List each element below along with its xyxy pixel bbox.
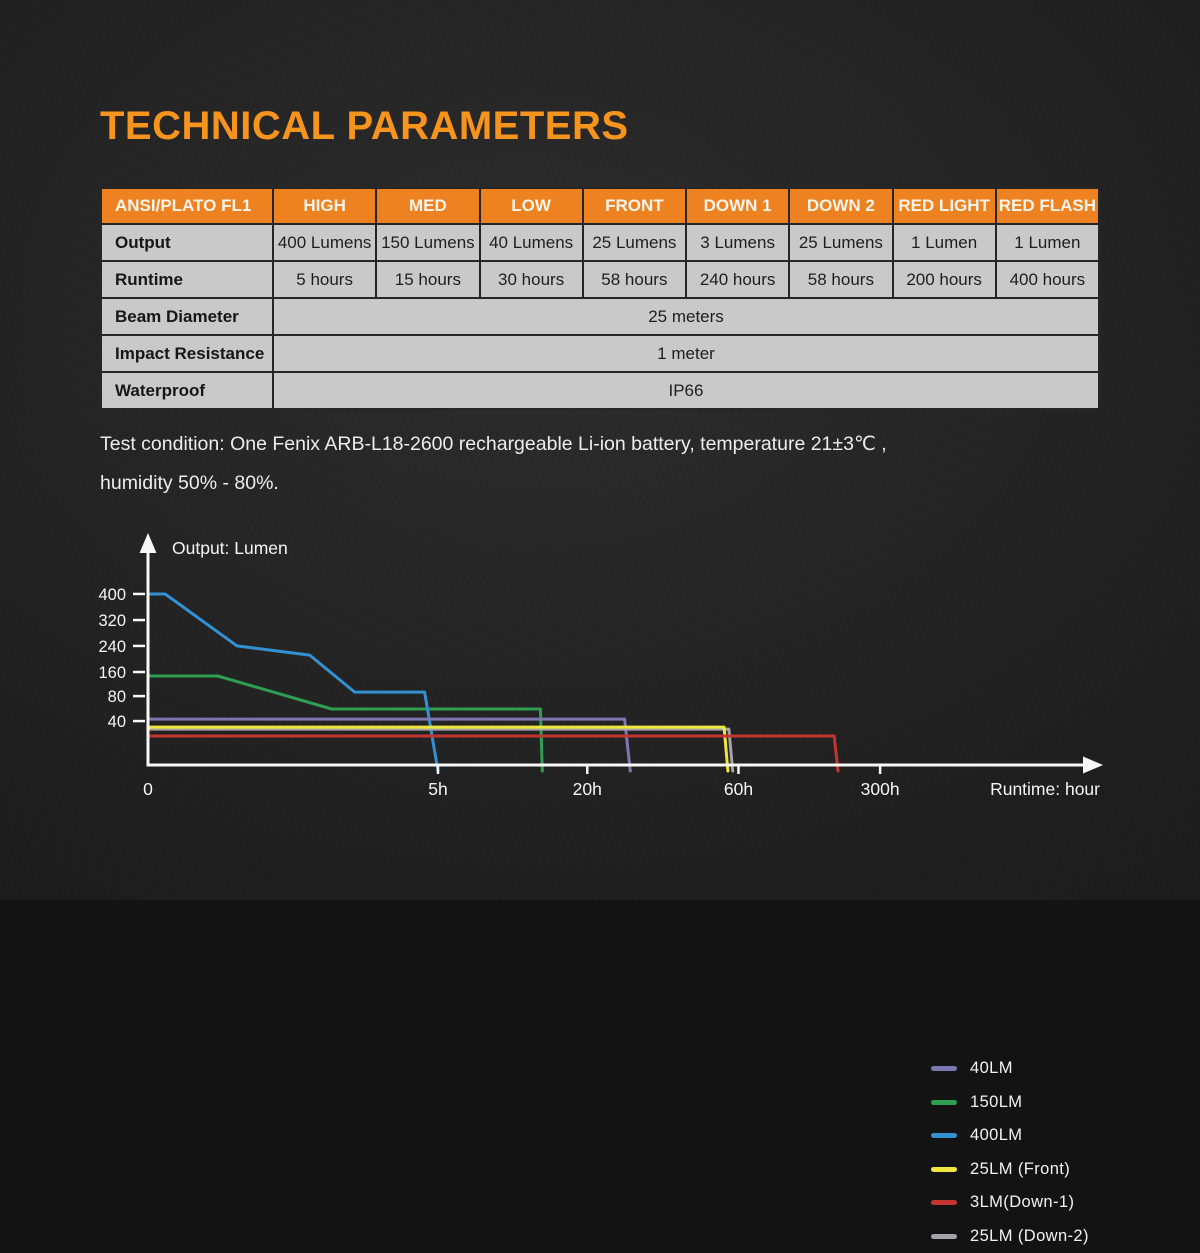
x-tick-label: 5h	[428, 779, 447, 799]
y-tick-label: 320	[98, 612, 126, 630]
x-tick-label: 300h	[861, 779, 900, 799]
y-tick-label: 80	[108, 688, 126, 706]
row-cell: 240 hours	[686, 261, 789, 298]
row-cell: 400 Lumens	[273, 224, 376, 261]
y-tick-label: 400	[98, 586, 126, 604]
chart-axes-group: 40 80 160 240 320 400 0 5h 20h 60h 300h	[98, 533, 1103, 799]
legend-item-25lm-down2: 25LM (Down-2)	[931, 1220, 1089, 1253]
chart-legend: 40LM 150LM 400LM 25LM (Front) 3LM(Down-1) 25L…	[931, 1052, 1089, 1253]
row-cell: 400 hours	[996, 261, 1099, 298]
runtime-chart: 40 80 160 240 320 400 0 5h 20h 60h 300h Output: Lu…	[0, 520, 1200, 860]
legend-swatch-40lm	[931, 1066, 957, 1071]
row-label: Runtime	[101, 261, 273, 298]
row-cell: 5 hours	[273, 261, 376, 298]
legend-swatch-3lm-down1	[931, 1200, 957, 1205]
row-cell: 200 hours	[893, 261, 996, 298]
test-condition-line1: Test condition: One Fenix ARB-L18-2600 r…	[100, 425, 1060, 464]
legend-item-40lm: 40LM	[931, 1052, 1089, 1086]
spec-table-col-header: RED LIGHT	[893, 188, 996, 224]
row-cell: 25 Lumens	[789, 224, 892, 261]
legend-label: 3LM(Down-1)	[970, 1193, 1074, 1212]
spec-table-col-header: LOW	[480, 188, 583, 224]
spec-table-corner-header: ANSI/PLATO FL1	[101, 188, 273, 224]
row-cell: 30 hours	[480, 261, 583, 298]
row-cell: 58 hours	[583, 261, 686, 298]
x-tick-label: 60h	[724, 779, 753, 799]
row-cell: 58 hours	[789, 261, 892, 298]
legend-item-400lm: 400LM	[931, 1119, 1089, 1153]
row-merged-value: IP66	[273, 372, 1099, 409]
chart-x-axis-title: Runtime: hour	[990, 779, 1100, 799]
legend-label: 400LM	[970, 1126, 1022, 1145]
spec-table-col-header: DOWN 1	[686, 188, 789, 224]
series-line-400lm	[148, 594, 438, 771]
legend-label: 150LM	[970, 1093, 1022, 1112]
row-label: Beam Diameter	[101, 298, 273, 335]
legend-label: 40LM	[970, 1059, 1013, 1078]
y-tick-label: 40	[108, 713, 126, 731]
legend-swatch-25lm-down2	[931, 1234, 957, 1239]
x-axis-arrow-icon	[1083, 757, 1103, 774]
legend-item-3lm-down1: 3LM(Down-1)	[931, 1186, 1089, 1220]
row-cell: 150 Lumens	[376, 224, 479, 261]
spec-table-col-header: MED	[376, 188, 479, 224]
row-cell: 1 Lumen	[893, 224, 996, 261]
x-tick-label: 20h	[573, 779, 602, 799]
y-axis-arrow-icon	[140, 533, 157, 553]
series-line-150lm	[148, 676, 542, 771]
test-condition-note: Test condition: One Fenix ARB-L18-2600 r…	[100, 425, 1060, 503]
spec-table-col-header: DOWN 2	[789, 188, 892, 224]
row-cell: 1 Lumen	[996, 224, 1099, 261]
runtime-chart-svg: 40 80 160 240 320 400 0 5h 20h 60h 300h Output: Lu…	[0, 520, 1200, 860]
row-cell: 3 Lumens	[686, 224, 789, 261]
x-tick-label: 0	[143, 779, 153, 799]
chart-series-group	[148, 594, 838, 771]
legend-label: 25LM (Front)	[970, 1160, 1070, 1179]
row-label: Waterproof	[101, 372, 273, 409]
row-cell: 40 Lumens	[480, 224, 583, 261]
chart-y-axis-title: Output: Lumen	[172, 538, 288, 558]
legend-swatch-400lm	[931, 1133, 957, 1138]
row-merged-value: 1 meter	[273, 335, 1099, 372]
legend-swatch-150lm	[931, 1100, 957, 1105]
legend-item-150lm: 150LM	[931, 1086, 1089, 1120]
row-cell: 25 Lumens	[583, 224, 686, 261]
spec-table-col-header: RED FLASH	[996, 188, 1099, 224]
legend-label: 25LM (Down-2)	[970, 1227, 1089, 1246]
legend-item-25lm-front: 25LM (Front)	[931, 1153, 1089, 1187]
y-tick-label: 160	[98, 664, 126, 682]
row-merged-value: 25 meters	[273, 298, 1099, 335]
spec-table-col-header: FRONT	[583, 188, 686, 224]
row-cell: 15 hours	[376, 261, 479, 298]
test-condition-line2: humidity 50% - 80%.	[100, 464, 1060, 503]
spec-table-col-header: HIGH	[273, 188, 376, 224]
y-tick-label: 240	[98, 638, 126, 656]
page-title: TECHNICAL PARAMETERS	[100, 104, 629, 149]
row-label: Impact Resistance	[101, 335, 273, 372]
row-label: Output	[101, 224, 273, 261]
legend-swatch-25lm-front	[931, 1167, 957, 1172]
